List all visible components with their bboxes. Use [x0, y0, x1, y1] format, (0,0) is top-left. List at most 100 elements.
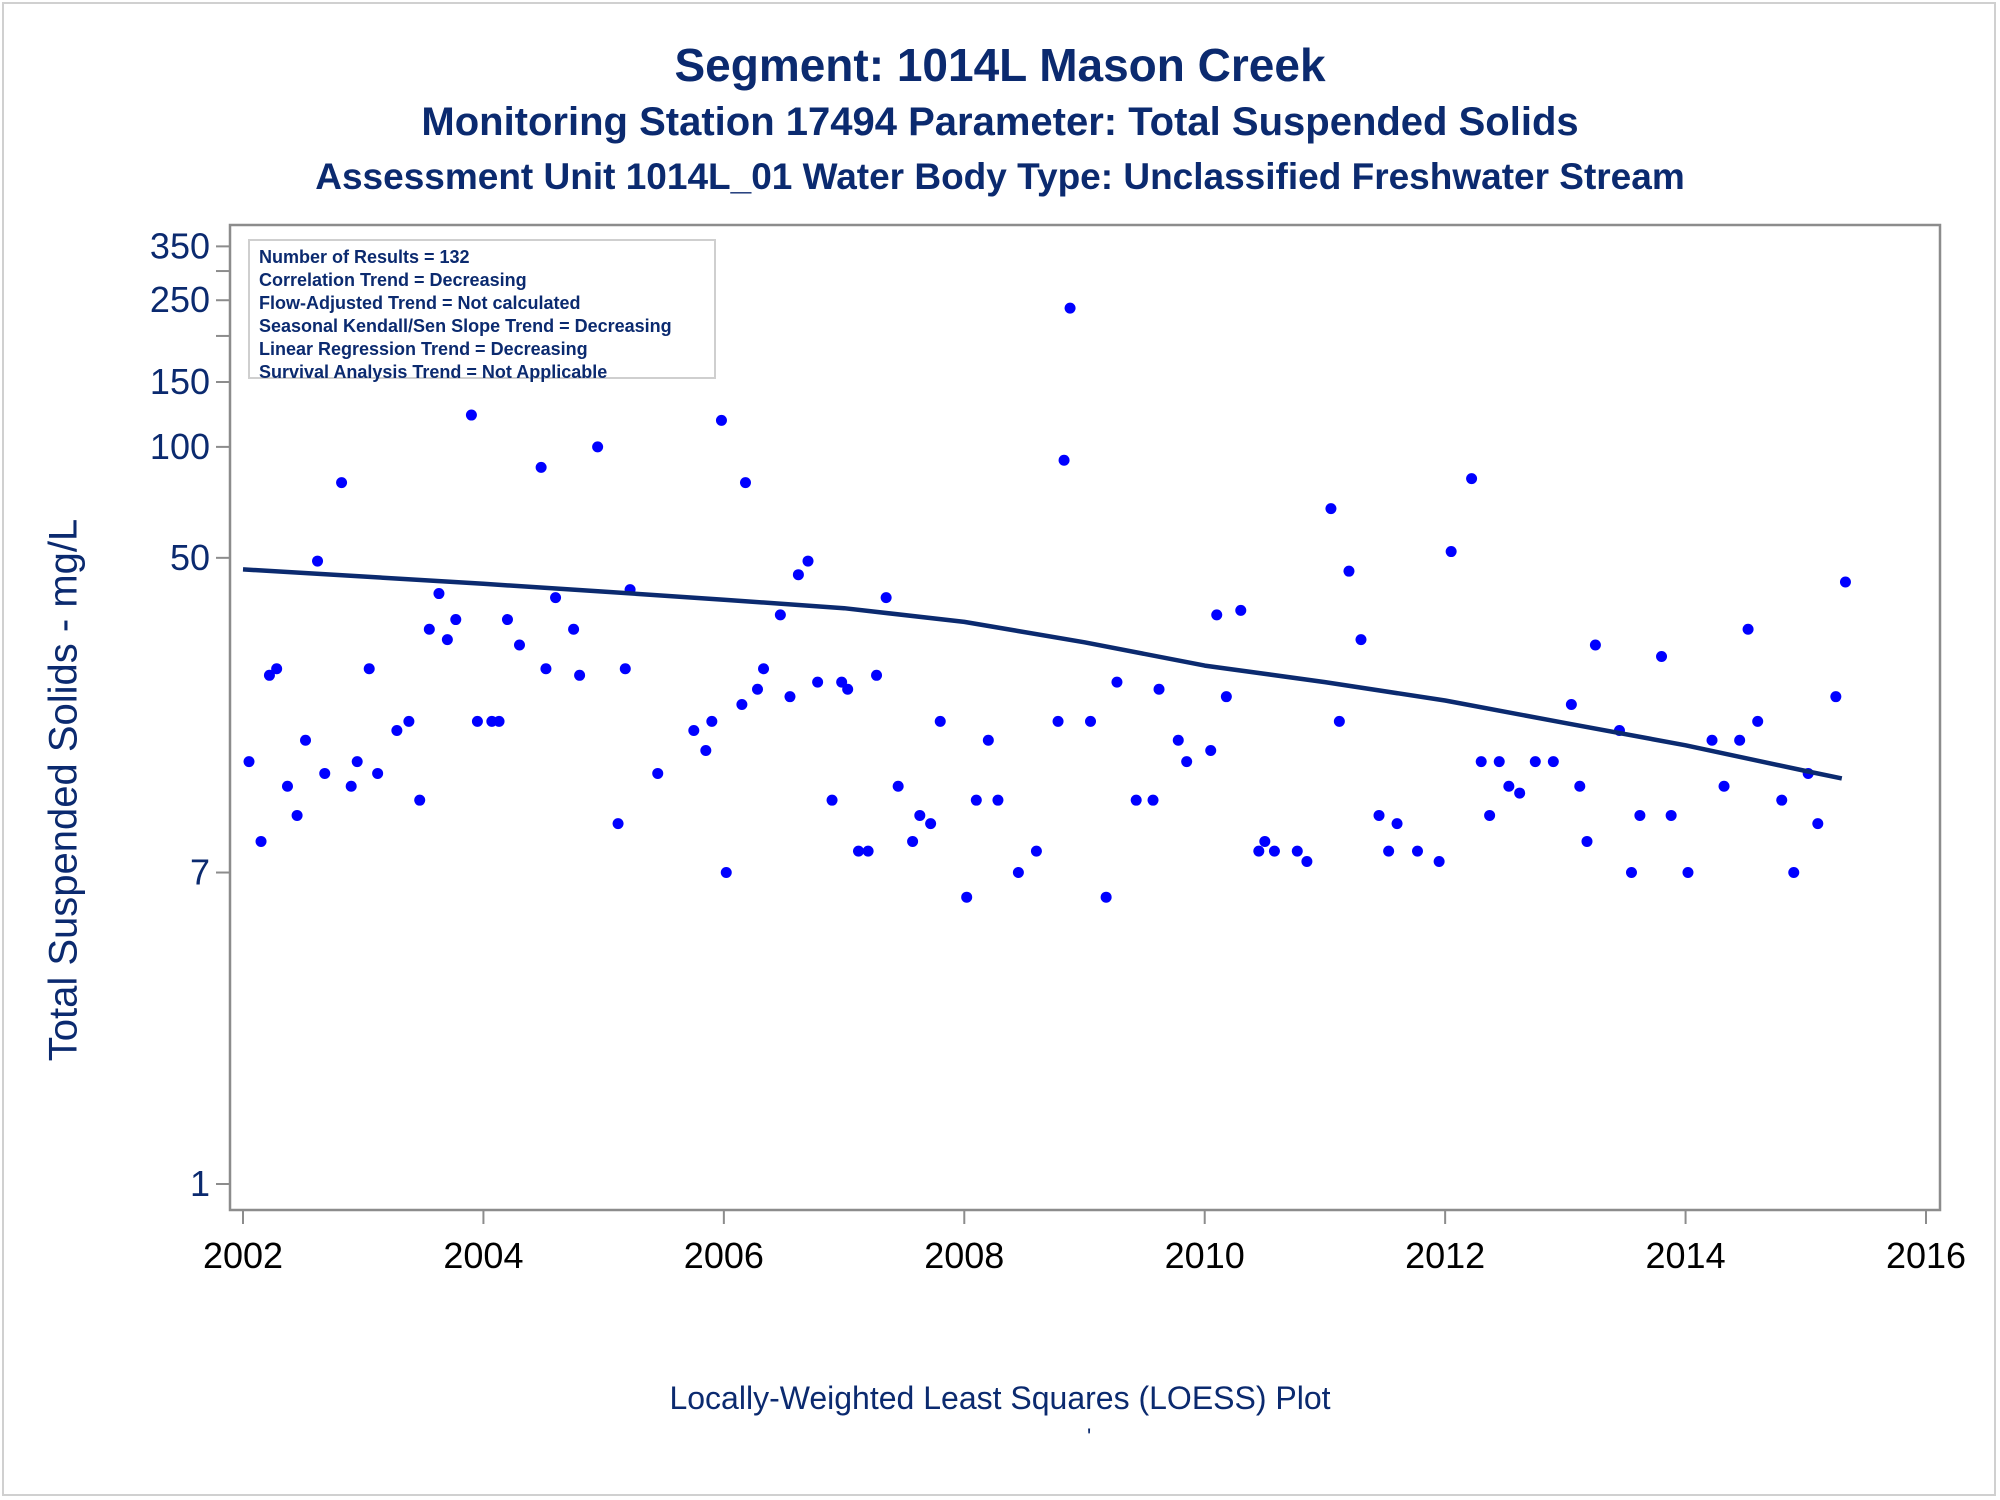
data-point: [619, 663, 631, 675]
data-point: [1253, 845, 1265, 857]
data-point: [992, 794, 1004, 806]
data-point: [736, 698, 748, 710]
data-point: [1682, 867, 1694, 879]
data-point: [792, 569, 804, 581]
data-point: [501, 614, 513, 626]
data-point: [271, 663, 283, 675]
y-axis-label: Total Suspended Solids - mg/L: [41, 518, 86, 1062]
data-point: [758, 663, 770, 675]
data-point: [1625, 867, 1637, 879]
data-point: [774, 609, 786, 621]
x-tick-label: 2016: [1886, 1235, 1966, 1276]
chart-title: Segment: 1014L Mason Creek: [674, 39, 1326, 91]
data-point: [1445, 546, 1457, 558]
data-point: [281, 780, 293, 792]
data-point: [852, 845, 864, 857]
data-point: [372, 767, 384, 779]
y-tick-label: 50: [170, 537, 210, 578]
data-point: [1589, 639, 1601, 651]
data-point: [1718, 780, 1730, 792]
data-point: [300, 734, 312, 746]
data-point: [433, 588, 445, 600]
data-point: [739, 477, 751, 489]
chart-subtitle-2: Assessment Unit 1014L_01 Water Body Type…: [315, 156, 1685, 197]
data-point: [1433, 855, 1445, 867]
data-point: [1656, 650, 1668, 662]
data-point: [1706, 734, 1718, 746]
data-point: [336, 477, 348, 489]
data-point: [842, 683, 854, 695]
data-point: [1776, 794, 1788, 806]
data-point: [1153, 683, 1165, 695]
data-point: [592, 441, 604, 453]
data-point: [1100, 891, 1112, 903]
data-point: [1665, 809, 1677, 821]
data-point: [1205, 745, 1217, 757]
data-point: [1383, 845, 1395, 857]
data-point: [1830, 691, 1842, 703]
data-point: [1581, 835, 1593, 847]
data-point: [880, 592, 892, 604]
data-point: [720, 867, 732, 879]
axes: [228, 223, 1942, 1212]
data-point: [914, 809, 926, 821]
data-point: [1064, 302, 1076, 314]
data-point: [1466, 473, 1478, 485]
data-point: [1391, 818, 1403, 830]
data-point: [465, 409, 477, 421]
data-point: [345, 780, 357, 792]
data-point: [391, 725, 403, 737]
x-tick-label: 2008: [924, 1235, 1004, 1276]
data-point: [1259, 835, 1271, 847]
data-point: [1172, 734, 1184, 746]
data-point: [1475, 756, 1487, 768]
data-point: [1742, 623, 1754, 635]
x-tick-label: 2012: [1405, 1235, 1485, 1276]
plot-frame: [228, 223, 1942, 1212]
data-point: [826, 794, 838, 806]
data-point: [441, 634, 453, 646]
data-point: [312, 555, 324, 567]
data-point: [1634, 809, 1646, 821]
data-point: [1030, 845, 1042, 857]
data-point: [540, 663, 552, 675]
data-point: [1181, 756, 1193, 768]
data-point: [961, 891, 973, 903]
data-point: [1574, 780, 1586, 792]
x-tick-label: 2014: [1646, 1235, 1726, 1276]
data-point: [1839, 576, 1851, 588]
data-point: [1493, 756, 1505, 768]
data-point: [715, 414, 727, 426]
y-tick-label: 100: [150, 426, 210, 467]
data-point: [700, 745, 712, 757]
data-point: [319, 767, 331, 779]
data-point: [1752, 715, 1764, 727]
data-point: [450, 614, 462, 626]
data-point: [871, 669, 883, 681]
data-point: [1111, 676, 1123, 688]
data-point: [493, 715, 505, 727]
data-point: [243, 756, 255, 768]
data-point: [1085, 715, 1097, 727]
data-point: [784, 691, 796, 703]
data-point: [1355, 634, 1367, 646]
legend-line: Number of Results = 132: [259, 247, 470, 267]
data-point: [812, 676, 824, 688]
legend-line: Flow-Adjusted Trend = Not calculated: [259, 293, 581, 313]
loess-line: [242, 567, 1843, 781]
data-point: [1812, 818, 1824, 830]
x-tick-label: 2006: [684, 1235, 764, 1276]
data-point: [1268, 845, 1280, 857]
data-point: [1211, 609, 1223, 621]
data-point: [1373, 809, 1385, 821]
data-point: [291, 809, 303, 821]
data-point: [351, 756, 363, 768]
data-point: [1325, 503, 1337, 515]
data-point: [550, 592, 562, 604]
y-tick-label: 1: [190, 1163, 210, 1204]
footnote: Locally-Weighted Least Squares (LOESS) P…: [669, 1380, 1331, 1416]
data-point: [706, 715, 718, 727]
data-point: [1788, 867, 1800, 879]
y-axis-ticks: 1 7 50 100 150 250 350: [150, 225, 230, 1204]
